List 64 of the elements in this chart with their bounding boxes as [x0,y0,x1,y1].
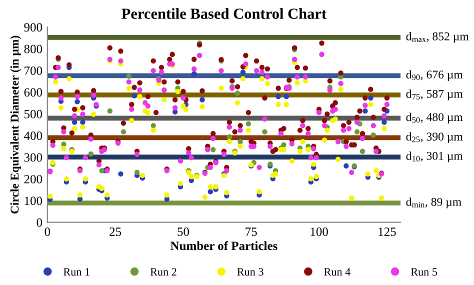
legend-label: Run 1 [64,268,90,276]
point [61,142,66,147]
point [234,90,240,96]
ref-line-label: d$_{10}$, 301 µm [406,152,463,162]
x-tick-label: 0 [44,228,50,236]
y-tick-label: 400 [24,132,42,140]
point [382,120,387,125]
point [118,171,124,177]
ref-line-label: d$_{max}$, 852 µm [406,32,469,43]
point [238,139,243,144]
legend-label: Run 4 [324,268,350,276]
y-axis-title: Circle Equivalent Diameter (in µm) [10,36,22,214]
point [284,94,290,100]
point [132,93,137,98]
x-tick-label: 100 [310,228,328,236]
point [72,120,78,125]
point [107,108,112,114]
x-tick-label: 25 [110,228,122,236]
x-tick-label: 125 [378,228,396,236]
y-tick-label: 0 [36,218,42,227]
ref-line-label: d$_{75}$, 587 µm [406,90,463,100]
point [80,120,86,125]
point [74,99,80,104]
point [126,74,132,79]
y-tick-label: 100 [24,196,42,206]
point [362,108,368,114]
point [208,189,213,194]
point [99,168,104,174]
point [344,163,349,168]
y-tick-label: 700 [24,66,42,75]
point [281,142,286,148]
point [88,151,94,157]
point [200,97,205,102]
y-tick-label: 500 [24,110,42,118]
point [368,95,374,101]
point [262,129,268,134]
point [134,170,140,176]
point [240,70,246,75]
point [210,147,216,152]
point [276,94,281,100]
chart-title: Percentile Based Control Chart [122,8,327,19]
point [354,129,360,134]
legend-label: Run 5 [410,268,438,276]
point [150,122,156,128]
ref-line-label: d$_{min}$, 89 µm [406,198,462,208]
legend-label: Run 3 [237,268,264,276]
y-tick-label: 600 [24,88,42,97]
y-tick-label: 800 [24,44,42,54]
x-tick-label: 75 [246,228,257,236]
point [226,134,232,140]
legend-label: Run 2 [150,268,176,276]
point [246,121,252,126]
point [370,132,376,138]
point [120,129,126,134]
y-tick-label: 300 [24,153,42,162]
point [360,148,366,154]
x-axis-title: Number of Particles [170,241,278,250]
x-tick-label: 50 [178,228,189,236]
y-tick-label: 200 [24,174,42,184]
y-tick-label: 900 [24,23,42,32]
point [191,71,197,76]
ref-line-label: d$_{50}$, 480 µm [406,112,463,124]
ref-line-label: d$_{25}$, 390 µm [406,132,463,143]
ref-line-label: d$_{90}$, 676 µm [406,70,463,81]
